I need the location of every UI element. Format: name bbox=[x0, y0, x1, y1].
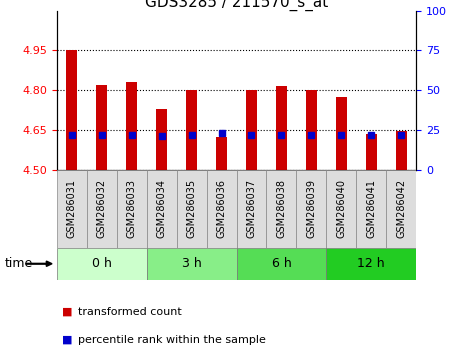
Text: GSM286042: GSM286042 bbox=[396, 179, 406, 239]
FancyBboxPatch shape bbox=[326, 248, 416, 280]
Bar bbox=[126, 82, 137, 170]
Bar bbox=[246, 90, 257, 170]
Title: GDS3285 / 211570_s_at: GDS3285 / 211570_s_at bbox=[145, 0, 328, 11]
Bar bbox=[67, 51, 77, 170]
Text: GSM286032: GSM286032 bbox=[96, 179, 107, 239]
FancyBboxPatch shape bbox=[386, 170, 416, 248]
FancyBboxPatch shape bbox=[236, 248, 326, 280]
Text: GSM286039: GSM286039 bbox=[307, 179, 316, 238]
FancyBboxPatch shape bbox=[176, 170, 207, 248]
Text: GSM286033: GSM286033 bbox=[127, 179, 137, 238]
Text: GSM286038: GSM286038 bbox=[276, 179, 287, 238]
Text: GSM286031: GSM286031 bbox=[67, 179, 77, 238]
Text: ■: ■ bbox=[61, 307, 72, 316]
Bar bbox=[396, 131, 406, 170]
FancyBboxPatch shape bbox=[356, 170, 386, 248]
Bar bbox=[306, 90, 316, 170]
FancyBboxPatch shape bbox=[147, 248, 236, 280]
Text: GSM286036: GSM286036 bbox=[217, 179, 227, 238]
Bar bbox=[216, 137, 227, 170]
Bar bbox=[276, 86, 287, 170]
Text: 3 h: 3 h bbox=[182, 257, 201, 270]
Text: 6 h: 6 h bbox=[272, 257, 291, 270]
Text: 12 h: 12 h bbox=[358, 257, 385, 270]
FancyBboxPatch shape bbox=[236, 170, 266, 248]
Text: GSM286037: GSM286037 bbox=[246, 179, 256, 239]
Text: transformed count: transformed count bbox=[78, 307, 182, 316]
FancyBboxPatch shape bbox=[207, 170, 236, 248]
FancyBboxPatch shape bbox=[297, 170, 326, 248]
Bar bbox=[186, 90, 197, 170]
FancyBboxPatch shape bbox=[57, 248, 147, 280]
Text: GSM286034: GSM286034 bbox=[157, 179, 166, 238]
Text: time: time bbox=[5, 257, 33, 270]
FancyBboxPatch shape bbox=[326, 170, 356, 248]
FancyBboxPatch shape bbox=[57, 170, 87, 248]
FancyBboxPatch shape bbox=[87, 170, 117, 248]
FancyBboxPatch shape bbox=[147, 170, 176, 248]
Text: GSM286035: GSM286035 bbox=[186, 179, 197, 239]
Bar bbox=[366, 134, 377, 170]
Text: GSM286041: GSM286041 bbox=[366, 179, 377, 238]
Bar bbox=[336, 97, 347, 170]
FancyBboxPatch shape bbox=[117, 170, 147, 248]
Text: percentile rank within the sample: percentile rank within the sample bbox=[78, 335, 266, 345]
Bar bbox=[157, 109, 167, 170]
Text: 0 h: 0 h bbox=[92, 257, 112, 270]
Bar bbox=[96, 85, 107, 170]
Text: ■: ■ bbox=[61, 335, 72, 345]
FancyBboxPatch shape bbox=[266, 170, 297, 248]
Text: GSM286040: GSM286040 bbox=[336, 179, 346, 238]
